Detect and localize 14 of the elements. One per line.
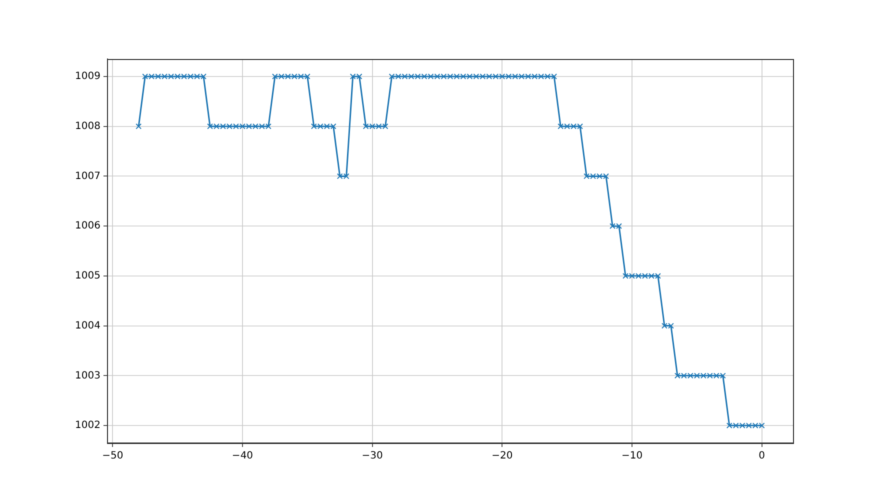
y-tick-label: 1009	[74, 71, 100, 82]
y-tick-label: 1006	[74, 220, 100, 232]
x-tick-label: −30	[362, 450, 383, 462]
y-tick-label: 1005	[74, 270, 100, 282]
x-tick-label: −10	[621, 450, 643, 462]
x-tick-label: −20	[492, 450, 513, 462]
x-tick-label: −40	[232, 450, 254, 462]
y-tick-label: 1003	[74, 370, 100, 382]
y-tick-label: 1004	[74, 320, 100, 332]
y-tick-label: 1008	[74, 120, 100, 132]
x-tick-label: 0	[758, 450, 766, 462]
y-tick-label: 1002	[74, 420, 100, 432]
x-tick-label: −50	[102, 450, 124, 462]
y-tick-label: 1007	[74, 170, 100, 182]
